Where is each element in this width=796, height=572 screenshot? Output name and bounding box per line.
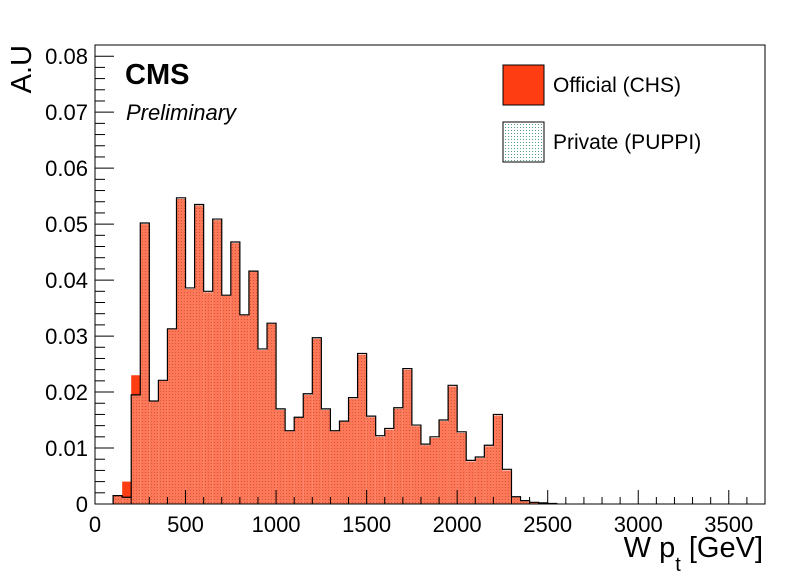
- y-tick-label: 0.03: [45, 324, 88, 349]
- y-tick-label: 0.05: [45, 212, 88, 237]
- bar-private: [285, 430, 295, 504]
- bar-private: [122, 497, 132, 504]
- bar-private: [384, 428, 394, 504]
- bar-private: [420, 444, 430, 504]
- bar-private: [502, 469, 512, 504]
- bar-private: [493, 414, 503, 504]
- bar-private: [257, 348, 268, 504]
- y-axis-title: A.U: [6, 45, 38, 93]
- y-tick-label: 0.08: [45, 44, 88, 69]
- bar-private: [185, 287, 195, 504]
- bar-private: [303, 393, 313, 504]
- x-tick-label: 1000: [252, 512, 301, 537]
- bar-private: [230, 242, 240, 504]
- x-axis-title-unit: [GeV]: [681, 532, 763, 564]
- bar-private: [484, 445, 494, 504]
- x-axis-title: W pt [GeV]: [624, 532, 763, 572]
- y-tick-label: 0.02: [45, 380, 88, 405]
- bar-private: [203, 291, 213, 504]
- bar-private: [167, 328, 177, 504]
- bar-private: [294, 417, 304, 504]
- bar-private: [113, 495, 123, 504]
- bar-private: [357, 353, 367, 504]
- y-tick-label: 0.06: [45, 156, 88, 181]
- bar-private: [466, 460, 476, 504]
- bar-private: [149, 401, 159, 504]
- x-tick-label: 2500: [523, 512, 572, 537]
- bar-private: [321, 408, 331, 504]
- bar-private: [448, 385, 458, 504]
- bar-private: [393, 407, 403, 504]
- x-tick-label: 3500: [704, 512, 753, 537]
- bar-private: [131, 394, 141, 504]
- bar-private: [158, 380, 168, 504]
- y-tick-label: 0: [76, 492, 88, 517]
- bar-private: [457, 431, 467, 504]
- x-tick-label: 1500: [342, 512, 391, 537]
- x-axis-title-subscript: t: [675, 554, 681, 572]
- legend-swatch-official: [502, 64, 545, 106]
- bar-private: [176, 197, 186, 504]
- bar-private: [520, 500, 530, 504]
- y-tick-label: 0.04: [45, 268, 88, 293]
- axis-ticks: [94, 44, 766, 505]
- legend: Official (CHS) Private (PUPPI): [502, 64, 701, 163]
- bar-private: [239, 314, 249, 504]
- y-tick-label: 0.01: [45, 436, 88, 461]
- bar-private: [212, 219, 222, 504]
- bar-private: [402, 368, 412, 504]
- x-tick-label: 0: [89, 512, 101, 537]
- bar-private: [411, 425, 421, 504]
- tick-labels: 0 500 1000 1500 2000 2500 3000 3500 0 0.01 0.02 0.0…: [45, 44, 753, 537]
- bar-private: [221, 295, 231, 504]
- bar-private: [312, 337, 322, 504]
- bar-official: [122, 481, 132, 504]
- x-tick-label: 3000: [614, 512, 663, 537]
- y-tick-label: 0.07: [45, 100, 88, 125]
- outline-private: [112, 197, 558, 505]
- x-tick-label: 500: [167, 512, 204, 537]
- bar-private: [248, 271, 258, 504]
- histogram-bars: [112, 197, 558, 505]
- bar-private: [511, 496, 521, 504]
- bar-private: [529, 502, 539, 504]
- bar-private: [194, 204, 204, 504]
- legend-label-private: Private (PUPPI): [553, 131, 701, 154]
- preliminary-label: Preliminary: [126, 100, 238, 125]
- bar-private: [430, 436, 440, 504]
- x-tick-label: 2000: [433, 512, 482, 537]
- bar-private: [439, 420, 449, 504]
- legend-label-official: Official (CHS): [553, 74, 681, 97]
- bar-private: [330, 430, 340, 504]
- x-axis-title-main: W p: [624, 532, 676, 564]
- bar-private: [276, 408, 286, 504]
- bar-private: [366, 416, 376, 504]
- cms-label: CMS: [125, 59, 189, 91]
- bar-private: [140, 223, 150, 504]
- bar-private: [475, 456, 485, 504]
- bar-private: [348, 397, 358, 504]
- legend-swatch-private: [502, 121, 545, 163]
- bar-private: [339, 421, 349, 504]
- bar-private: [267, 323, 277, 504]
- bar-private: [375, 435, 385, 504]
- plot-frame: [94, 44, 766, 505]
